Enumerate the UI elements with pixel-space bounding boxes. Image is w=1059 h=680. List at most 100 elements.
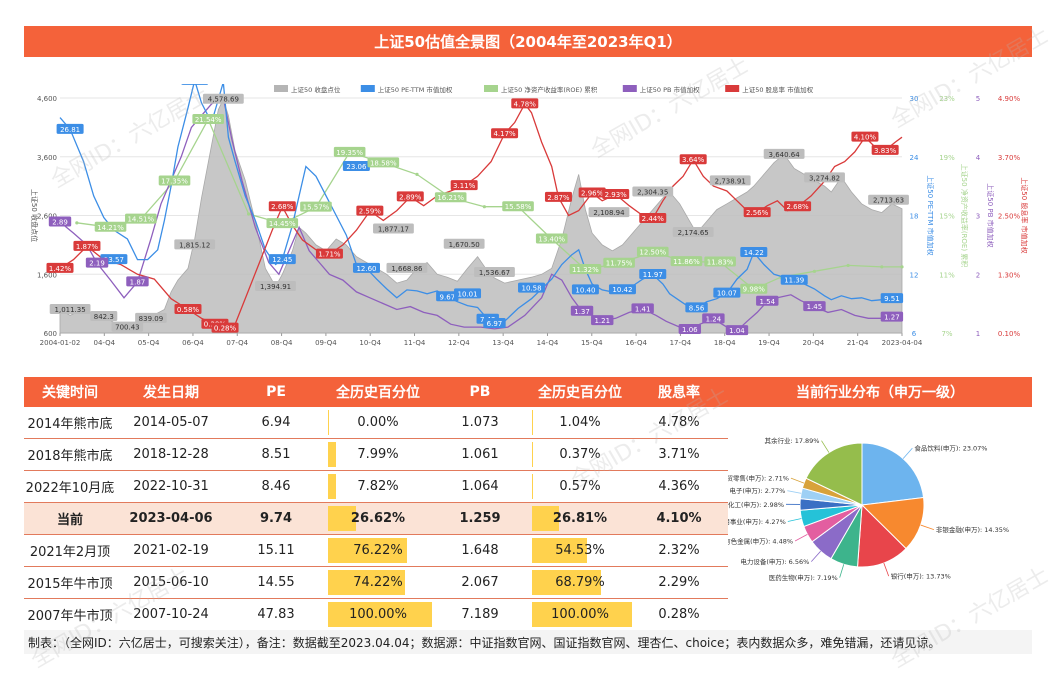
data-label-roe: 9.98% xyxy=(743,286,766,294)
data-label-box-pb xyxy=(756,295,779,306)
x-tick-label: 21-Q4 xyxy=(847,339,869,347)
date-cell: 2021-02-19 xyxy=(116,534,226,567)
data-label-pe: 12.60 xyxy=(356,265,376,273)
data-label-pb: 1.54 xyxy=(759,298,775,306)
pb-percentile-cell: 68.79% xyxy=(530,566,630,599)
x-tick-label: 13-Q4 xyxy=(492,339,514,347)
data-label-box-pe xyxy=(608,284,636,295)
legend-swatch xyxy=(484,85,498,92)
legend-entry: 上证50 净资产收益率(ROE) 累积 xyxy=(501,85,598,94)
y-tick-label-roe: 7% xyxy=(941,330,952,338)
data-label-pe: 31.83 xyxy=(185,84,205,85)
data-label-pe: 9.67 xyxy=(440,293,456,301)
x-tick-label: 07-Q4 xyxy=(226,339,248,347)
data-label-roe: 11.86% xyxy=(673,258,700,266)
pie-slice-label: 食品饮料(申万): 23.07% xyxy=(914,444,987,453)
pe-percentile-cell: 7.82% xyxy=(326,470,430,503)
data-label-pe: 8.56 xyxy=(689,304,705,312)
data-label-roe: 16.21% xyxy=(437,194,464,202)
data-label-box-div xyxy=(450,180,478,191)
pb-percentile-cell: 0.37% xyxy=(530,438,630,471)
y-tick-label-pe: 18 xyxy=(910,213,919,221)
data-label-div: 2.68% xyxy=(786,203,809,211)
data-label-box-pe xyxy=(56,123,84,134)
data-label-roe: 13.40% xyxy=(538,236,565,244)
data-label-pe: 10.40 xyxy=(575,286,595,294)
data-label-box-pe xyxy=(483,318,506,329)
data-label-box-roe xyxy=(569,264,602,275)
data-label-box-div xyxy=(491,128,519,139)
key-time-cell: 2014年熊市底 xyxy=(24,407,116,439)
x-tick-label: 20-Q4 xyxy=(803,339,825,347)
series-area-close xyxy=(59,98,903,334)
pie-leader-line xyxy=(821,440,830,453)
data-label-div: 4.10% xyxy=(854,134,877,142)
data-label-div: 1.71% xyxy=(318,251,341,259)
data-label-roe: 11.83% xyxy=(707,259,734,267)
data-label-roe: 11.75% xyxy=(606,260,633,268)
pie-leader-line xyxy=(839,564,845,578)
percentile-text: 68.79% xyxy=(555,575,605,590)
percentile-bar xyxy=(328,602,432,627)
data-label-box-close xyxy=(255,280,296,291)
legend-entry: 上证50 股息率 市值加权 xyxy=(742,85,813,94)
x-tick-label: 2023-04-04 xyxy=(882,339,923,347)
roe-point xyxy=(247,212,251,216)
data-label-box-close xyxy=(443,238,485,249)
data-label-pe: 10.42 xyxy=(612,286,632,294)
data-label-box-pe xyxy=(571,284,599,295)
page-title: 上证50估值全景图（2004年至2023年Q1） xyxy=(24,26,1032,57)
y-tick-label-pb: 5 xyxy=(976,95,980,103)
key-time-cell: 当前 xyxy=(24,502,116,535)
pie-slice xyxy=(861,442,925,506)
y-tick-label-roe: 15% xyxy=(939,213,955,221)
data-label-box-close xyxy=(135,312,167,323)
x-tick-label: 08-Q4 xyxy=(271,339,293,347)
roe-point xyxy=(415,172,419,176)
table-header-pe: PE xyxy=(226,377,326,407)
x-tick-label: 15-Q4 xyxy=(581,339,603,347)
legend-entry: 上证50 PB 市值加权 xyxy=(640,85,700,94)
y-tick-label-pe: 30 xyxy=(910,95,919,103)
data-label-box-close xyxy=(373,223,414,234)
data-label-box-roe xyxy=(333,146,366,157)
data-label-roe: 18.58% xyxy=(370,159,397,167)
data-label-box-close xyxy=(386,262,428,273)
table-row: 2007年牛市顶 2007-10-24 47.83 100.00% 7.189 100.0… xyxy=(24,598,728,631)
data-label-div: 3.64% xyxy=(682,156,705,164)
percentile-text: 26.62% xyxy=(350,511,406,526)
pb-cell: 1.073 xyxy=(430,407,530,439)
data-label-box-div xyxy=(578,187,606,198)
y-tick-label-roe: 23% xyxy=(939,95,955,103)
y-tick-label-close: 3,600 xyxy=(37,154,57,162)
percentile-bar xyxy=(532,442,533,467)
data-label-div: 4.17% xyxy=(493,130,516,138)
x-tick-label: 14-Q4 xyxy=(537,339,559,347)
data-label-box-pe xyxy=(342,161,370,172)
table-row: 2014年熊市底 2014-05-07 6.94 0.00% 1.073 1.04% 4.7… xyxy=(24,407,728,439)
x-tick-label: 06-Q4 xyxy=(182,339,204,347)
y-axis-label-pe: 上证50 PE-TTM 市值加权 xyxy=(926,175,935,255)
data-label-close: 1,670.50 xyxy=(449,241,480,249)
pie-slice-label: 医药生物(申万): 7.19% xyxy=(769,573,838,582)
data-label-box-pe xyxy=(518,282,546,293)
data-label-pb: 1.04 xyxy=(729,327,745,335)
data-label-box-roe xyxy=(266,218,299,229)
table-row: 2018年熊市底 2018-12-28 8.51 7.99% 1.061 0.37% 3.7… xyxy=(24,438,728,471)
data-label-roe: 21.54% xyxy=(195,116,222,124)
pe-cell: 6.94 xyxy=(226,407,326,439)
y-tick-label-pe: 6 xyxy=(912,330,917,338)
data-label-pe: 6.97 xyxy=(487,320,503,328)
data-label-box-pe xyxy=(181,84,209,85)
data-label-pe: 10.07 xyxy=(717,290,737,298)
data-label-roe: 12.50% xyxy=(639,249,666,257)
percentile-text: 7.82% xyxy=(357,479,399,494)
percentile-bar xyxy=(532,602,632,627)
dividend-cell: 0.28% xyxy=(630,598,728,631)
data-label-box-pb xyxy=(702,313,725,324)
data-label-box-roe xyxy=(670,256,703,267)
data-label-pb: 1.27 xyxy=(884,314,900,322)
pe-cell: 47.83 xyxy=(226,598,326,631)
data-label-pe: 12.45 xyxy=(272,256,292,264)
y-tick-label-roe: 19% xyxy=(939,154,955,162)
